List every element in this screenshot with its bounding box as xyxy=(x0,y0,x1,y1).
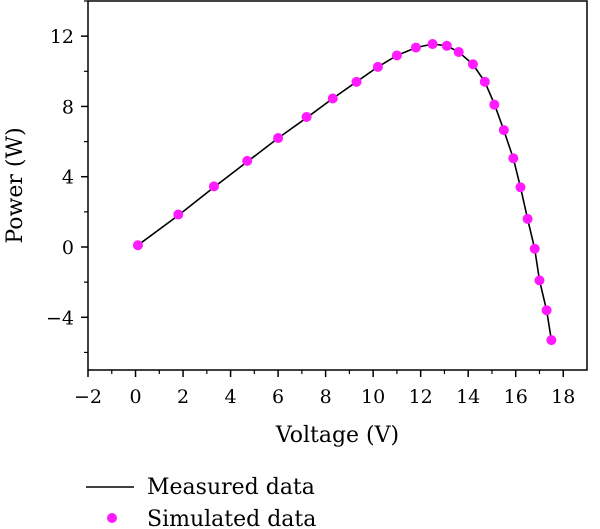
simulated-data-point xyxy=(467,59,478,70)
x-tick-label: 12 xyxy=(409,386,433,408)
y-tick-label: 0 xyxy=(62,237,74,259)
simulated-data-point xyxy=(273,133,284,144)
simulated-data-point xyxy=(489,99,500,110)
x-tick-label: 4 xyxy=(225,386,237,408)
simulated-data-point xyxy=(242,155,253,166)
simulated-data-point xyxy=(546,335,557,346)
plot-frame xyxy=(87,0,588,371)
simulated-data-point xyxy=(515,182,526,193)
simulated-data-point xyxy=(372,61,383,72)
legend-simulated-swatch xyxy=(107,513,117,523)
x-tick-label: 14 xyxy=(456,386,480,408)
simulated-data-point xyxy=(327,93,338,104)
simulated-data-point xyxy=(508,153,519,164)
simulated-data-point xyxy=(529,243,540,254)
legend-simulated-label: Simulated data xyxy=(147,507,316,529)
simulated-data-point xyxy=(522,213,533,224)
simulated-data-point xyxy=(132,240,143,251)
x-tick-label: −2 xyxy=(74,386,102,408)
simulated-data-point xyxy=(453,46,464,57)
x-tick-label: 8 xyxy=(320,386,332,408)
y-tick-label: 12 xyxy=(50,26,74,48)
x-tick-label: 0 xyxy=(129,386,141,408)
simulated-data-point xyxy=(498,125,509,136)
simulated-data-point xyxy=(541,305,552,316)
simulated-data-point xyxy=(208,181,219,192)
simulated-data-point xyxy=(441,40,452,51)
simulated-data-point xyxy=(173,209,184,220)
x-tick-label: 6 xyxy=(272,386,284,408)
y-tick-label: −4 xyxy=(46,307,74,329)
x-axis-label: Voltage (V) xyxy=(275,423,399,448)
x-tick-label: 10 xyxy=(361,386,385,408)
simulated-data-point xyxy=(427,39,438,50)
simulated-data-point xyxy=(479,76,490,87)
simulated-data-point xyxy=(391,50,402,61)
legend-measured-label: Measured data xyxy=(147,475,315,500)
x-tick-label: 2 xyxy=(177,386,189,408)
simulated-data-point xyxy=(301,111,312,122)
simulated-data-point xyxy=(410,42,421,53)
y-tick-label: 8 xyxy=(62,96,74,118)
y-axis-label: Power (W) xyxy=(3,127,28,243)
y-tick-label: 4 xyxy=(62,167,74,189)
x-tick-label: 16 xyxy=(504,386,528,408)
simulated-data-point xyxy=(534,275,545,286)
simulated-data-point xyxy=(351,76,362,87)
measured-data-line xyxy=(137,43,553,341)
x-tick-label: 18 xyxy=(551,386,575,408)
